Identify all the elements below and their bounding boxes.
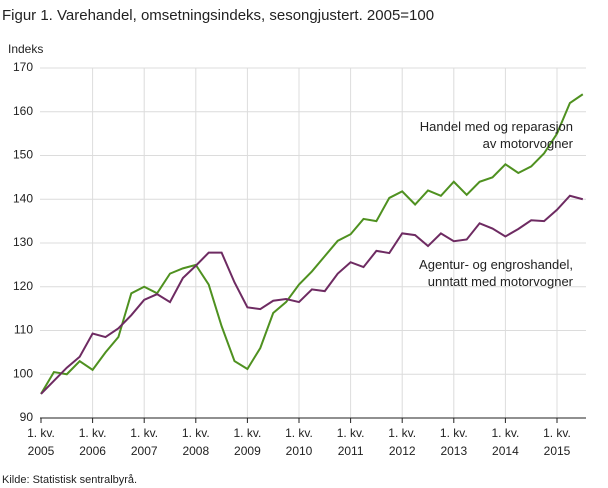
x-tick-label: 2008 [182,444,209,458]
series-label: Agentur- og engroshandel, unntatt med mo… [419,257,573,289]
x-tick-prefix: 1. kv. [182,426,210,440]
x-tick-label: 2007 [131,444,158,458]
x-tick-label: 2010 [286,444,313,458]
x-tick-prefix: 1. kv. [27,426,55,440]
x-tick-prefix: 1. kv. [285,426,313,440]
x-tick-label: 2006 [79,444,106,458]
x-tick-prefix: 1. kv. [440,426,468,440]
series-line [40,93,584,395]
x-tick-prefix: 1. kv. [543,426,571,440]
x-tick-label: 2011 [338,444,364,458]
chart-title: Figur 1. Varehandel, omsetningsindeks, s… [2,7,434,24]
x-tick-label: 2005 [28,444,55,458]
y-tick-label: 150 [13,148,33,162]
x-tick-prefix: 1. kv. [130,426,158,440]
x-tick-label: 2012 [389,444,416,458]
x-tick-prefix: 1. kv. [337,426,365,440]
y-tick-label: 160 [13,104,33,118]
x-tick-label: 2015 [544,444,571,458]
x-tick-label: 2013 [440,444,467,458]
y-tick-label: 100 [13,366,33,380]
y-axis-label: Indeks [8,42,43,56]
x-tick-label: 2014 [492,444,519,458]
series-line [40,194,584,395]
y-tick-label: 140 [13,191,33,205]
x-tick-label: 2009 [234,444,261,458]
x-tick-prefix: 1. kv. [388,426,416,440]
source: Kilde: Statistisk sentralbyrå. [2,474,137,486]
y-tick-label: 110 [14,323,33,337]
y-tick-label: 120 [13,279,33,293]
x-tick-prefix: 1. kv. [79,426,107,440]
x-tick-prefix: 1. kv. [492,426,520,440]
y-tick-label: 130 [13,235,33,249]
y-tick-label: 90 [20,410,34,424]
x-tick-prefix: 1. kv. [234,426,262,440]
series-label: Handel med og reparasjon av motorvogner [419,119,573,151]
y-tick-label: 170 [13,60,33,74]
